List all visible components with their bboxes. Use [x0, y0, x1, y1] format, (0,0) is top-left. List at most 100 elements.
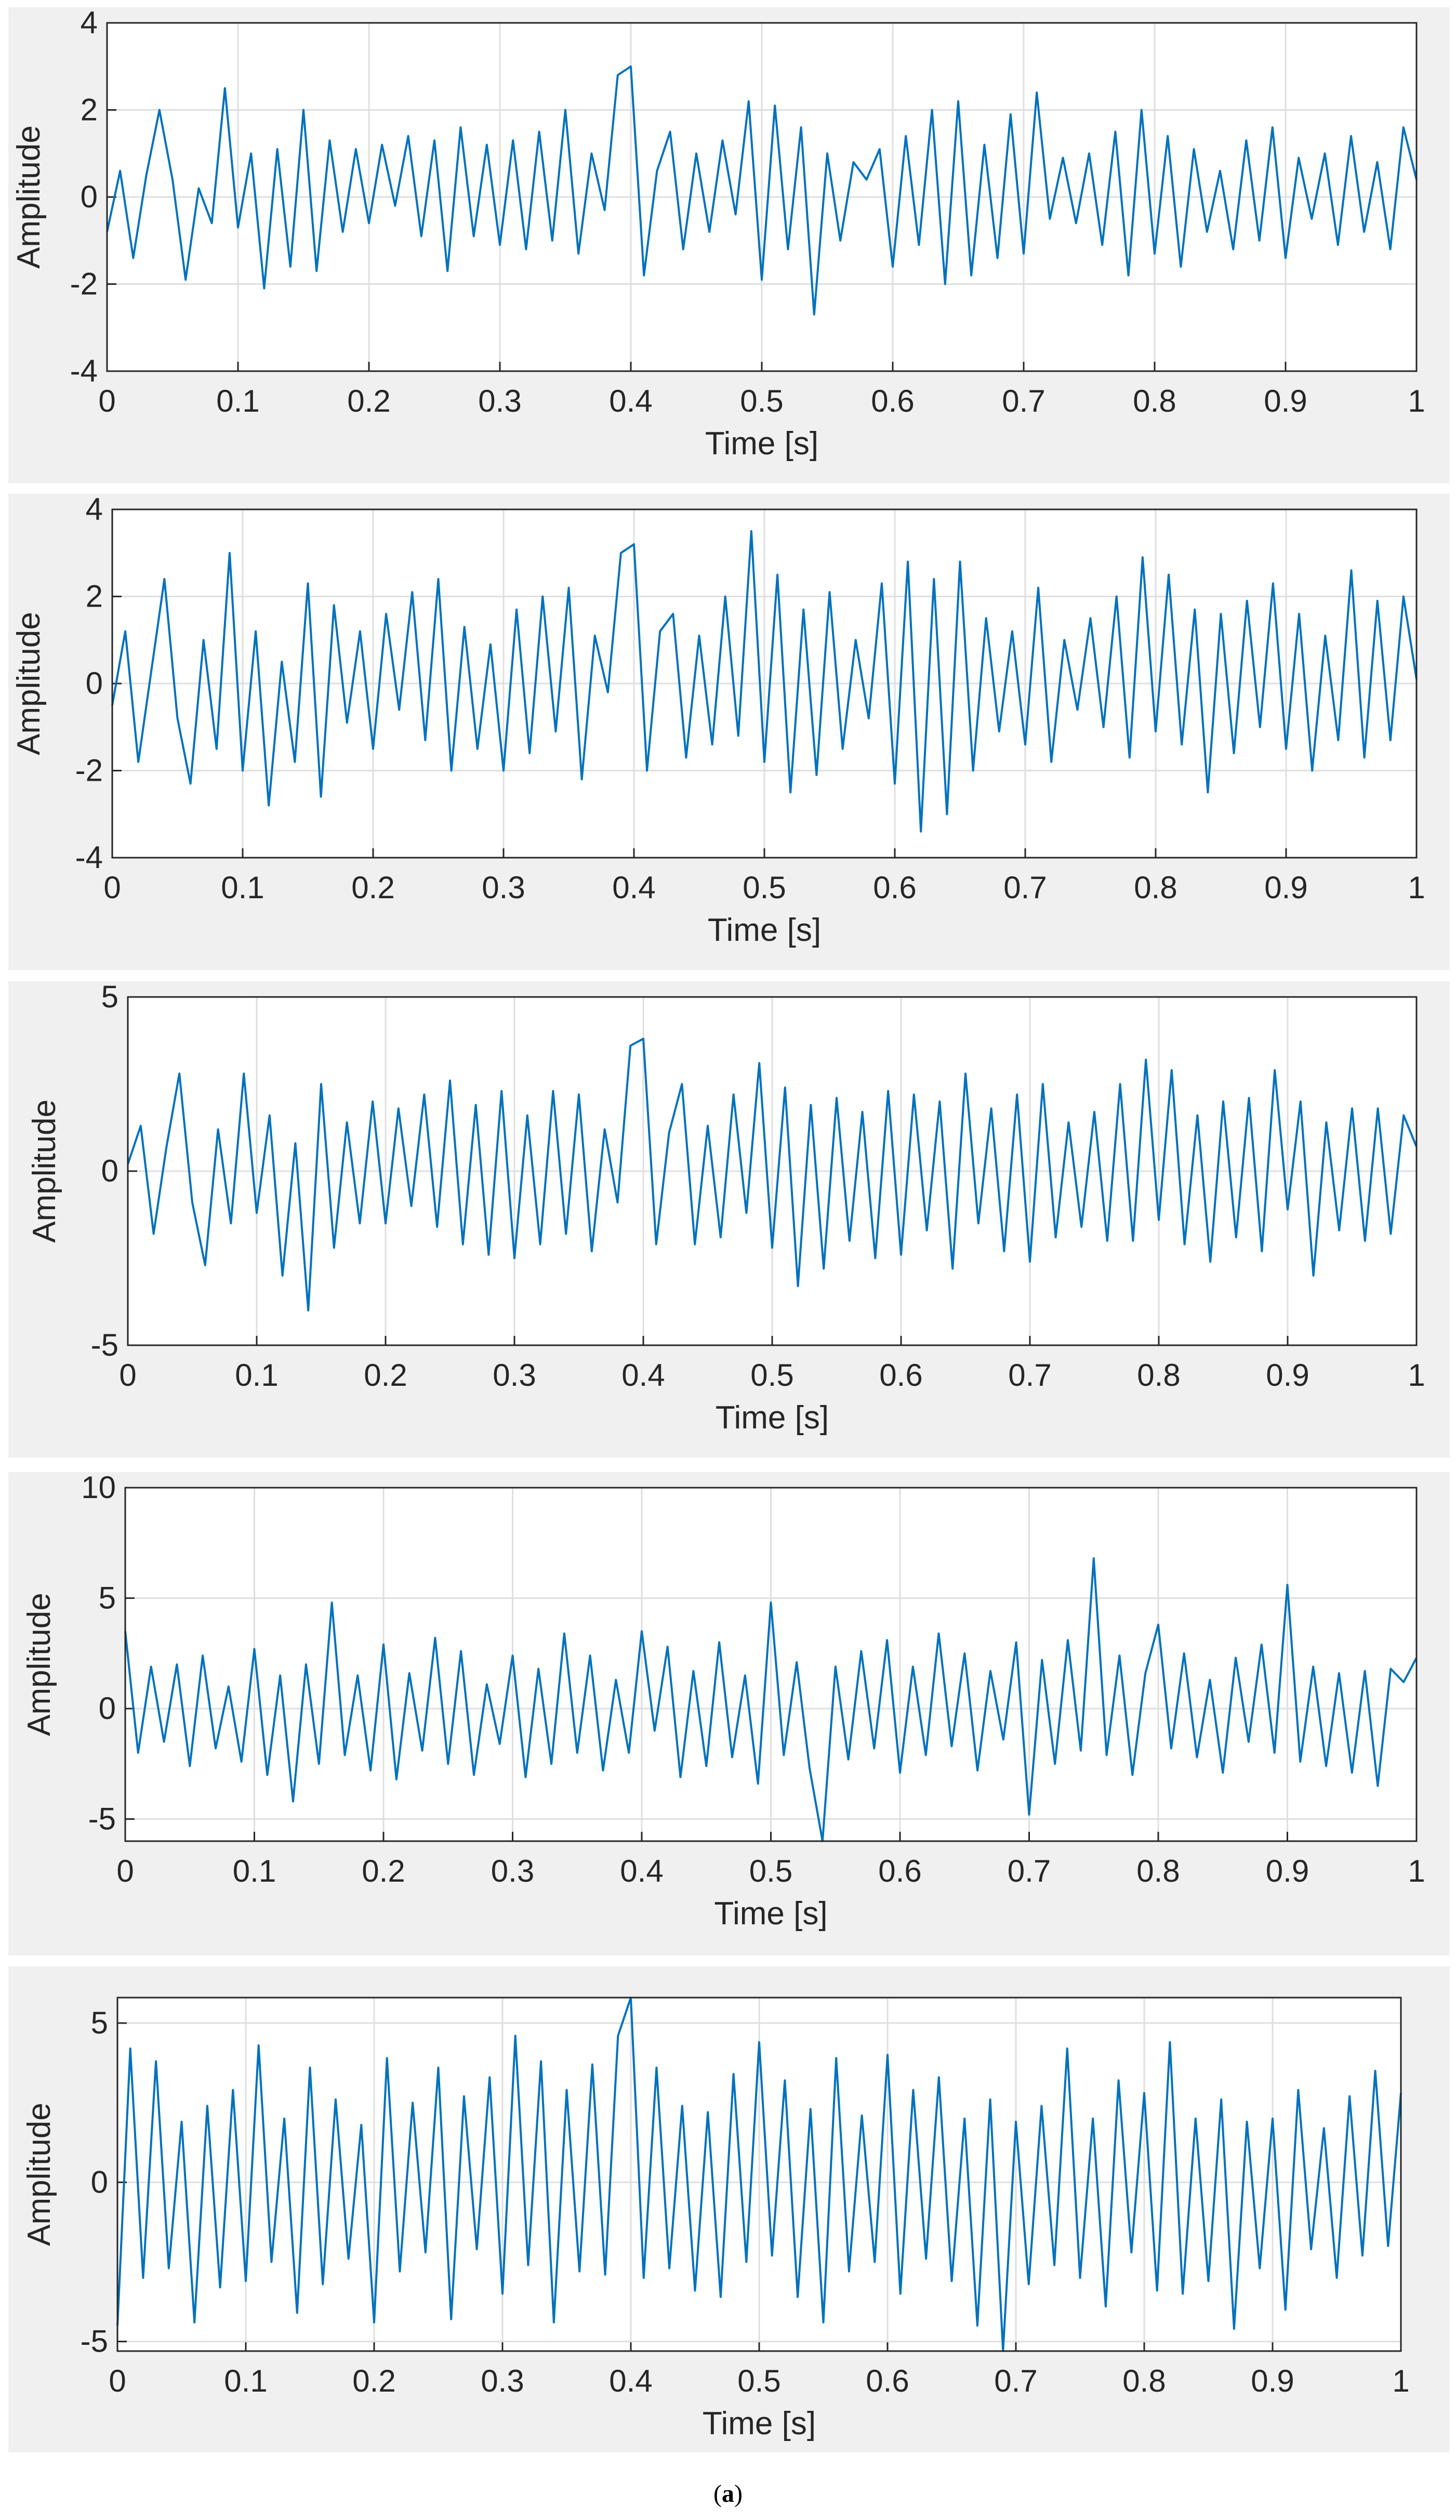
- x-tick-label: 0.5: [737, 2364, 780, 2398]
- x-tick-label: 0.8: [1136, 1854, 1180, 1888]
- x-tick-label: 0.3: [478, 384, 521, 418]
- y-tick-label: -4: [75, 840, 103, 875]
- plot-panel-1: 0 0.1 0.2 0.3 0.4 0.5 0.6 0.7 0.8 0.9 1 -4 -2 0 2 4 Time…: [8, 7, 1450, 483]
- x-tick-label: 0.1: [224, 2364, 267, 2398]
- plot-panel-4: 0 0.1 0.2 0.3 0.4 0.5 0.6 0.7 0.8 0.9 1 -5 0 5 10 Time …: [8, 1472, 1450, 1955]
- y-tick-label: 2: [86, 579, 103, 614]
- x-tick-label: 0.8: [1137, 1358, 1180, 1393]
- y-tick-label: 5: [91, 2005, 108, 2040]
- x-tick-label: 0.1: [221, 870, 264, 905]
- x-tick-label: 0.7: [994, 2364, 1037, 2398]
- x-tick-label: 0.9: [1266, 1358, 1309, 1393]
- y-tick-label: -4: [70, 353, 98, 388]
- y-tick-label: 0: [91, 2164, 108, 2199]
- x-tick-label: 0.1: [216, 384, 259, 418]
- x-tick-label: 0.3: [481, 2364, 524, 2398]
- x-tick-label: 0.1: [233, 1854, 276, 1888]
- x-tick-label: 0.2: [364, 1358, 407, 1393]
- caption-open-paren: (: [713, 2480, 722, 2508]
- x-tick-label: 1: [1408, 1358, 1425, 1393]
- x-tick-label: 0.4: [621, 1358, 665, 1393]
- x-tick-label: 0.5: [740, 384, 783, 418]
- y-tick-label: -5: [91, 1328, 118, 1362]
- y-axis-label: Amplitude: [21, 1593, 57, 1736]
- x-tick-label: 0.4: [620, 1854, 663, 1888]
- x-tick-label: 0.9: [1266, 1854, 1309, 1888]
- y-tick-label: 0: [99, 1691, 116, 1726]
- x-tick-label: 0.7: [1003, 870, 1047, 905]
- x-tick-label: 0.3: [491, 1854, 534, 1888]
- x-tick-label: 0.8: [1122, 2364, 1166, 2398]
- axes-frame: [127, 996, 1418, 1346]
- signal-line: [127, 1038, 1418, 1311]
- x-tick-label: 0.8: [1133, 384, 1176, 418]
- x-tick-label: 0.6: [871, 384, 914, 418]
- y-tick-label: 5: [99, 1581, 116, 1616]
- x-tick-label: 0.9: [1264, 870, 1307, 905]
- axes-frame: [116, 1997, 1402, 2352]
- x-tick-label: 0.5: [749, 1854, 792, 1888]
- x-tick-label: 1: [1392, 2364, 1409, 2398]
- axes-frame: [124, 1487, 1418, 1842]
- x-tick-label: 0.9: [1264, 384, 1307, 418]
- x-tick-label: 0.5: [743, 870, 786, 905]
- chart-svg: 0 0.1 0.2 0.3 0.4 0.5 0.6 0.7 0.8 0.9 1 -4 -2 0 2 4 Time…: [11, 494, 1425, 948]
- x-tick-label: 0.8: [1134, 870, 1177, 905]
- axes-frame: [106, 22, 1418, 372]
- y-tick-label: 0: [86, 666, 103, 701]
- x-tick-label: 0.5: [750, 1358, 793, 1393]
- chart-svg: 0 0.1 0.2 0.3 0.4 0.5 0.6 0.7 0.8 0.9 1 -4 -2 0 2 4 Time…: [11, 7, 1425, 462]
- signal-line: [111, 530, 1418, 833]
- x-tick-label: 0.2: [351, 870, 394, 905]
- x-tick-label: 0.9: [1251, 2364, 1294, 2398]
- figure-caption: (a): [0, 2479, 1456, 2508]
- plot-panel-3: 0 0.1 0.2 0.3 0.4 0.5 0.6 0.7 0.8 0.9 1 -5 0 5 Time [s…: [8, 981, 1450, 1458]
- plot-panel-2: 0 0.1 0.2 0.3 0.4 0.5 0.6 0.7 0.8 0.9 1 -4 -2 0 2 4 Time…: [8, 494, 1450, 970]
- x-tick-label: 0.4: [609, 2364, 652, 2398]
- y-axis-label: Amplitude: [21, 2103, 57, 2246]
- y-tick-label: -2: [75, 753, 103, 788]
- x-axis-label: Time [s]: [714, 1896, 827, 1932]
- y-tick-label: 2: [81, 93, 98, 127]
- y-tick-label: 10: [81, 1472, 116, 1505]
- signal-line: [116, 1997, 1402, 2352]
- x-tick-label: 0.1: [235, 1358, 278, 1393]
- x-axis-label: Time [s]: [705, 426, 818, 462]
- x-tick-label: 0.2: [362, 1854, 405, 1888]
- signal-line: [124, 1557, 1418, 1842]
- y-tick-label: -5: [88, 1802, 116, 1836]
- y-tick-label: 4: [86, 494, 103, 527]
- x-tick-label: 0.4: [612, 870, 655, 905]
- x-tick-label: 0: [109, 2364, 126, 2398]
- x-tick-label: 0.7: [1008, 1854, 1051, 1888]
- x-axis-label: Time [s]: [716, 1400, 829, 1436]
- x-tick-label: 0.2: [347, 384, 390, 418]
- y-tick-label: 0: [81, 179, 98, 214]
- axes-frame: [111, 508, 1418, 859]
- y-tick-label: 4: [81, 7, 98, 40]
- x-tick-label: 0.6: [878, 1854, 921, 1888]
- x-tick-label: 0.7: [1008, 1358, 1051, 1393]
- x-axis-label: Time [s]: [703, 2406, 816, 2442]
- x-tick-label: 1: [1408, 384, 1425, 418]
- y-axis-label: Amplitude: [11, 125, 47, 269]
- x-tick-label: 0.7: [1002, 384, 1045, 418]
- x-tick-label: 0: [116, 1854, 134, 1888]
- y-tick-label: 5: [101, 981, 118, 1014]
- x-tick-label: 0.4: [609, 384, 652, 418]
- x-axis-label: Time [s]: [708, 912, 821, 948]
- y-tick-label: -2: [70, 267, 98, 301]
- y-axis-label: Amplitude: [27, 1099, 62, 1243]
- x-tick-label: 1: [1408, 870, 1425, 905]
- x-tick-label: 1: [1408, 1854, 1425, 1888]
- caption-close-paren: ): [734, 2480, 743, 2508]
- chart-svg: 0 0.1 0.2 0.3 0.4 0.5 0.6 0.7 0.8 0.9 1-50510Time …: [21, 1472, 1425, 1932]
- x-tick-label: 0.6: [873, 870, 916, 905]
- y-axis-label: Amplitude: [11, 612, 47, 755]
- x-tick-label: 0: [98, 384, 115, 418]
- x-tick-label: 0.6: [879, 1358, 922, 1393]
- x-tick-label: 0.2: [352, 2364, 395, 2398]
- y-tick-label: -5: [81, 2324, 108, 2359]
- x-tick-label: 0: [103, 870, 121, 905]
